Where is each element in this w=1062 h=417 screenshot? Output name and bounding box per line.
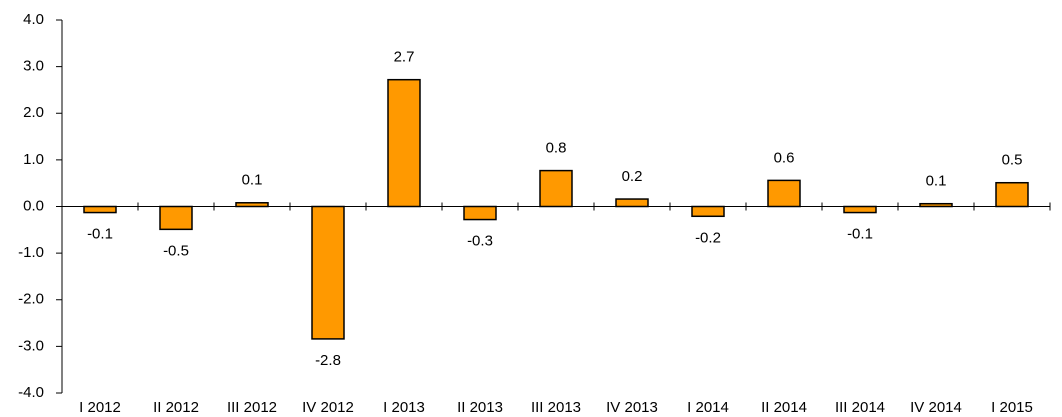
y-tick-label: -1.0 [18, 244, 44, 261]
bar [767, 179, 801, 208]
bar [539, 169, 573, 208]
data-label: -0.1 [87, 226, 113, 243]
bar [615, 198, 649, 208]
bar [387, 78, 421, 208]
data-label: -0.5 [163, 242, 189, 259]
y-tick-label: 4.0 [23, 11, 44, 28]
data-label: -0.2 [695, 229, 721, 246]
x-tick-label: IV 2014 [910, 399, 962, 416]
x-tick-label: I 2013 [383, 399, 425, 416]
bar [919, 202, 953, 208]
y-tick-label: 1.0 [23, 151, 44, 168]
x-tick-label: IV 2012 [302, 399, 354, 416]
bar [691, 205, 725, 218]
y-tick-label: 3.0 [23, 58, 44, 75]
x-tick-label: II 2012 [153, 399, 199, 416]
bar [463, 205, 497, 221]
data-label: 0.6 [774, 149, 795, 166]
bar [311, 205, 345, 340]
data-label: 2.7 [394, 49, 415, 66]
data-label: -0.1 [847, 226, 873, 243]
data-label: 0.1 [242, 172, 263, 189]
bar [843, 205, 877, 214]
data-label: -2.8 [315, 352, 341, 369]
x-tick-label: I 2012 [79, 399, 121, 416]
y-tick-label: -3.0 [18, 337, 44, 354]
y-tick-label: -4.0 [18, 384, 44, 401]
x-tick-label: I 2015 [991, 399, 1033, 416]
data-label: 0.2 [622, 168, 643, 185]
data-label: 0.5 [1002, 152, 1023, 169]
x-tick-label: II 2013 [457, 399, 503, 416]
x-tick-label: III 2012 [227, 399, 277, 416]
bar [995, 181, 1029, 208]
y-tick-label: 0.0 [23, 197, 44, 214]
data-label: 0.1 [926, 173, 947, 190]
y-tick-label: -2.0 [18, 291, 44, 308]
x-tick-label: I 2014 [687, 399, 729, 416]
x-tick-label: IV 2013 [606, 399, 658, 416]
x-tick-label: II 2014 [761, 399, 807, 416]
bar [83, 205, 117, 214]
bar [235, 202, 269, 208]
y-tick-label: 2.0 [23, 104, 44, 121]
x-tick-label: III 2014 [835, 399, 885, 416]
bar [159, 205, 193, 231]
data-label: -0.3 [467, 233, 493, 250]
data-label: 0.8 [546, 140, 567, 157]
x-tick-label: III 2013 [531, 399, 581, 416]
